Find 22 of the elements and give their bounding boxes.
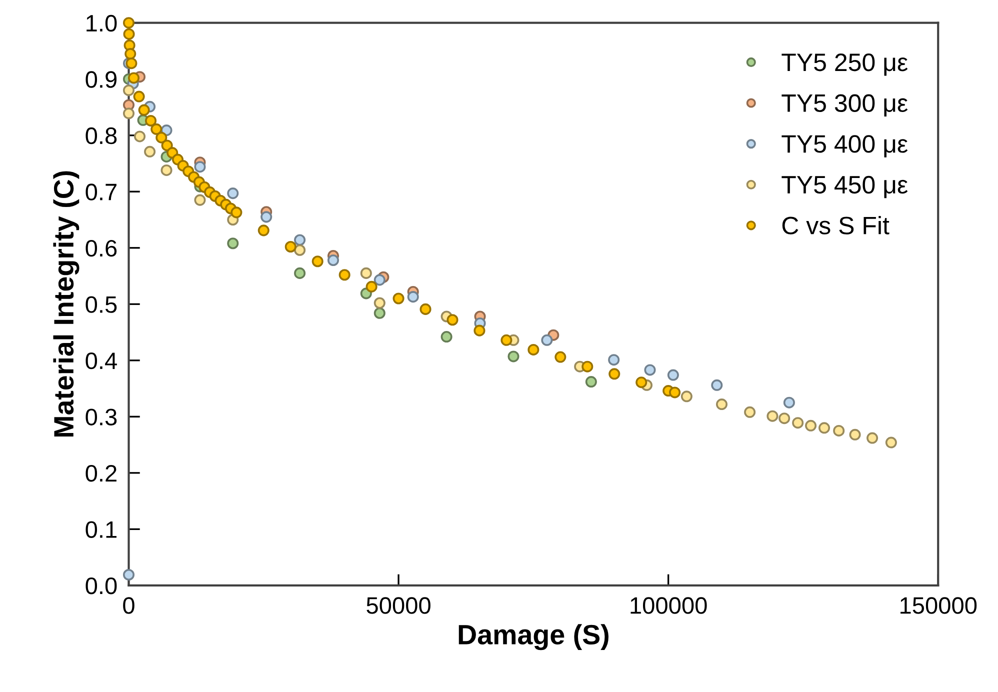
x-tick-label: 0: [123, 597, 134, 614]
x-tick-label: 50000: [366, 597, 430, 614]
legend-label: TY5 300 με: [782, 94, 908, 117]
y-tick-label: 0.1: [86, 521, 116, 538]
y-tick-label: 0.3: [86, 408, 117, 426]
y-tick-label: 0.4: [86, 352, 117, 370]
y-tick-label: 0.8: [86, 127, 117, 144]
legend-label: C vs S Fit: [782, 216, 890, 234]
y-tick-label: 0.0: [86, 578, 117, 594]
y-tick-label: 0.2: [86, 464, 116, 482]
x-tick-label: 150000: [900, 597, 977, 614]
y-tick-label: 1.0: [86, 14, 117, 32]
legend-label: TY5 400 με: [782, 135, 908, 158]
legend-label: TY5 250 με: [782, 53, 908, 76]
x-axis-title: Damage (S): [458, 624, 608, 650]
y-tick-label: 0.9: [86, 71, 117, 88]
legend-label: TY5 450 με: [782, 176, 908, 198]
x-tick-label: 100000: [630, 597, 707, 614]
y-tick-label: 0.7: [86, 184, 116, 200]
y-tick-label: 0.5: [86, 296, 117, 313]
y-axis-title: Material Integrity (C): [53, 171, 80, 437]
y-tick-label: 0.6: [86, 240, 117, 257]
